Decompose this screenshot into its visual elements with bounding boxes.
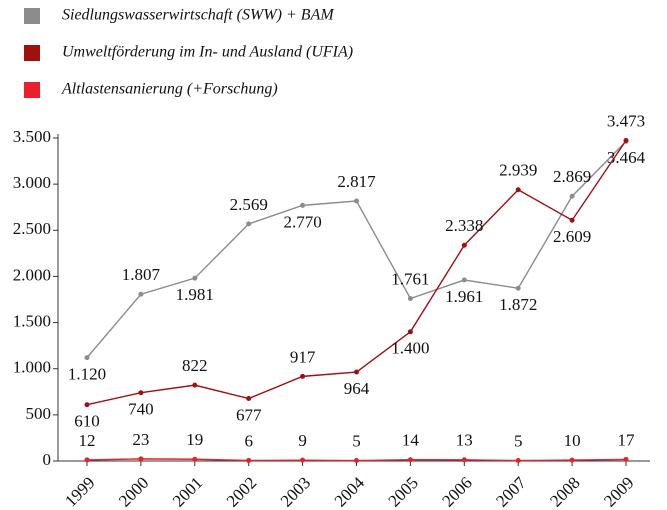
data-label: 2.939 [499, 161, 537, 180]
data-point [569, 193, 575, 199]
data-label: 1.807 [122, 265, 161, 284]
data-label: 17 [618, 430, 636, 449]
data-label: 2.817 [337, 172, 376, 191]
x-tick-label: 2004 [331, 473, 369, 510]
data-point [192, 456, 198, 462]
data-label: 3.464 [607, 148, 646, 167]
x-tick-label: 2009 [600, 473, 637, 510]
data-point [246, 457, 252, 463]
data-point [138, 291, 144, 297]
y-tick-label: 2.500 [13, 219, 51, 238]
data-point [623, 137, 629, 143]
data-label: 2.338 [445, 216, 483, 235]
x-tick-label: 1999 [61, 473, 98, 510]
data-label: 677 [236, 405, 262, 424]
data-point [407, 457, 413, 463]
data-point [569, 217, 575, 223]
data-point [300, 457, 306, 463]
data-label: 5 [352, 431, 361, 450]
data-label: 23 [132, 430, 149, 449]
data-label: 2.609 [553, 227, 591, 246]
x-tick-label: 2007 [492, 473, 530, 510]
data-point [354, 458, 359, 464]
data-point [569, 457, 575, 463]
data-label: 5 [514, 431, 523, 450]
x-tick-label: 2002 [223, 473, 260, 510]
data-label: 2.869 [553, 167, 591, 186]
data-label: 14 [402, 431, 420, 450]
y-tick-label: 3.500 [13, 127, 51, 146]
y-tick-label: 1.000 [13, 358, 51, 377]
data-point [515, 285, 521, 291]
legend-label: Altlastensanierung (+Forschung) [61, 81, 278, 98]
data-label: 1.761 [391, 269, 429, 288]
data-point [138, 456, 144, 462]
data-point [246, 221, 252, 227]
data-label: 964 [344, 379, 370, 398]
y-tick-label: 0 [43, 450, 52, 469]
legend-swatch [24, 8, 40, 24]
legend-label: Siedlungswasserwirtschaft (SWW) + BAM [62, 7, 335, 24]
data-point [354, 369, 359, 375]
data-label: 917 [290, 347, 316, 366]
data-label: 1.400 [391, 339, 429, 358]
data-label: 1.120 [68, 365, 106, 384]
y-tick-label: 2.000 [13, 265, 51, 284]
x-tick-label: 2005 [385, 473, 422, 510]
y-tick-label: 1.500 [13, 311, 51, 330]
y-tick-label: 500 [26, 404, 52, 423]
data-point [84, 457, 90, 463]
data-point [300, 373, 306, 379]
legend-swatch [24, 45, 40, 61]
data-label: 10 [564, 431, 581, 450]
data-label: 610 [74, 412, 100, 431]
x-tick-label: 2008 [546, 473, 583, 510]
data-label: 740 [128, 400, 154, 419]
data-label: 2.569 [230, 195, 268, 214]
data-point [192, 382, 198, 388]
data-point [515, 458, 521, 464]
data-label: 1.872 [499, 295, 537, 314]
data-point [84, 355, 90, 361]
y-tick-label: 3.000 [13, 173, 51, 192]
data-label: 9 [298, 431, 307, 450]
data-point [84, 402, 90, 408]
data-label: 3.473 [607, 111, 645, 130]
data-point [461, 457, 467, 463]
data-point [354, 198, 359, 204]
legend-label: Umweltförderung im In- und Ausland (UFIA… [62, 44, 353, 61]
data-point [461, 277, 467, 283]
data-label: 19 [186, 430, 203, 449]
legend-swatch [24, 82, 40, 98]
data-label: 12 [79, 431, 96, 450]
x-tick-label: 2000 [115, 473, 152, 510]
data-label: 1.981 [176, 285, 214, 304]
data-label: 2.770 [283, 212, 321, 231]
data-point [407, 329, 413, 335]
data-label: 13 [456, 431, 473, 450]
x-tick-label: 2003 [277, 473, 314, 510]
data-point [515, 187, 521, 193]
data-point [246, 396, 252, 402]
x-tick-label: 2006 [438, 473, 475, 510]
data-point [623, 456, 629, 462]
data-label: 822 [182, 356, 208, 375]
data-label: 6 [244, 431, 253, 450]
data-point [407, 295, 413, 301]
data-point [300, 202, 306, 208]
data-point [138, 390, 144, 396]
data-label: 1.961 [445, 287, 483, 306]
x-tick-label: 2001 [169, 473, 206, 510]
data-point [192, 275, 198, 281]
data-point [461, 242, 467, 248]
